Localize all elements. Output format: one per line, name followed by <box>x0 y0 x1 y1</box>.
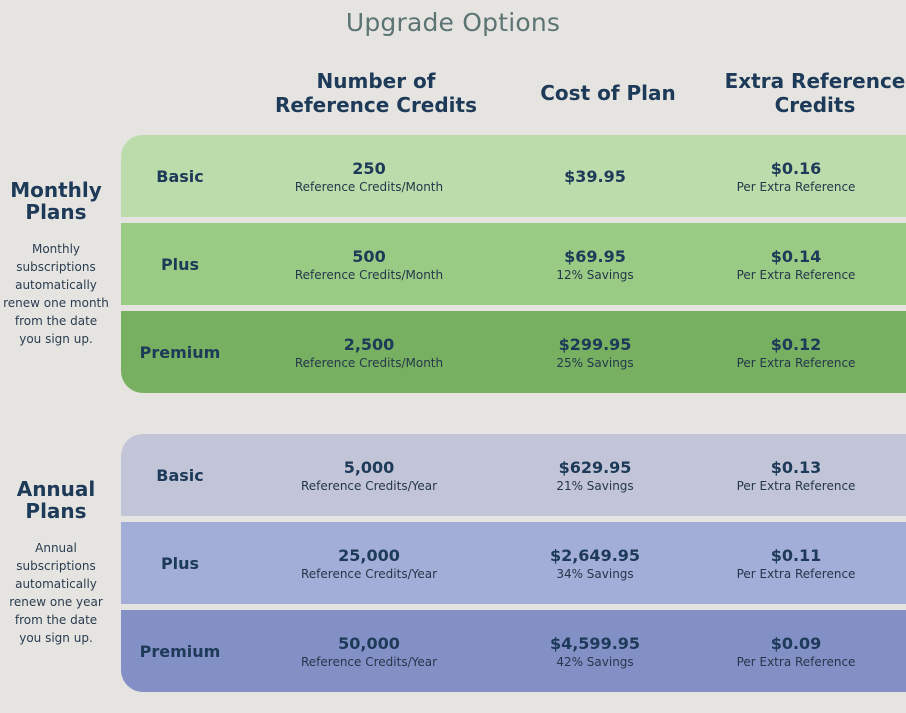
credits-unit: Reference Credits/Month <box>294 355 444 370</box>
credits-unit: Reference Credits/Month <box>294 179 444 194</box>
plan-row-monthly-plus[interactable]: Plus 500 Reference Credits/Month $69.95 … <box>121 223 906 305</box>
plan-row-annual-plus[interactable]: Plus 25,000 Reference Credits/Year $2,64… <box>121 522 906 604</box>
cost-value: $299.95 <box>558 334 632 354</box>
cost-cell: $299.95 25% Savings <box>525 311 665 393</box>
cost-cell: $4,599.95 42% Savings <box>525 610 665 692</box>
credits-unit: Reference Credits/Year <box>300 654 438 669</box>
plan-row-annual-premium[interactable]: Premium 50,000 Reference Credits/Year $4… <box>121 610 906 692</box>
extra-unit: Per Extra Reference <box>736 179 856 194</box>
credits-value: 5,000 <box>343 457 395 477</box>
cost-value: $39.95 <box>564 166 626 186</box>
credits-unit: Reference Credits/Year <box>300 566 438 581</box>
cost-cell: $2,649.95 34% Savings <box>525 522 665 604</box>
extra-value: $0.09 <box>770 633 822 653</box>
extra-value: $0.11 <box>770 545 822 565</box>
cost-cell: $39.95 <box>525 135 665 217</box>
cost-cell: $69.95 12% Savings <box>525 223 665 305</box>
credits-unit: Reference Credits/Year <box>300 478 438 493</box>
extra-value: $0.14 <box>770 246 822 266</box>
plan-label: Plus <box>160 553 200 573</box>
credits-cell: 500 Reference Credits/Month <box>251 223 487 305</box>
cost-value: $2,649.95 <box>549 545 641 565</box>
extra-unit: Per Extra Reference <box>736 478 856 493</box>
savings-text: 12% Savings <box>556 267 634 282</box>
savings-text: 21% Savings <box>556 478 634 493</box>
monthly-plans-description: Monthly subscriptions automatically rene… <box>3 242 109 346</box>
credits-cell: 250 Reference Credits/Month <box>251 135 487 217</box>
credits-value: 50,000 <box>338 633 400 653</box>
credits-value: 500 <box>352 246 386 266</box>
extra-value: $0.12 <box>770 334 822 354</box>
plan-row-annual-basic[interactable]: Basic 5,000 Reference Credits/Year $629.… <box>121 434 906 516</box>
extra-value: $0.16 <box>770 158 822 178</box>
plan-label: Plus <box>160 254 200 274</box>
extra-unit: Per Extra Reference <box>736 654 856 669</box>
extra-unit: Per Extra Reference <box>736 267 856 282</box>
extra-unit: Per Extra Reference <box>736 355 856 370</box>
extra-cell: $0.16 Per Extra Reference <box>711 135 881 217</box>
annual-plans-description: Annual subscriptions automatically renew… <box>9 541 103 645</box>
column-header-cost-of-plan: Cost of Plan <box>540 81 676 105</box>
extra-cell: $0.13 Per Extra Reference <box>711 434 881 516</box>
extra-cell: $0.11 Per Extra Reference <box>711 522 881 604</box>
extra-cell: $0.09 Per Extra Reference <box>711 610 881 692</box>
plan-label: Premium <box>139 641 221 661</box>
annual-plans-title: Annual Plans <box>16 477 96 523</box>
savings-text: 34% Savings <box>556 566 634 581</box>
plan-label: Basic <box>156 465 204 485</box>
extra-value: $0.13 <box>770 457 822 477</box>
credits-cell: 2,500 Reference Credits/Month <box>251 311 487 393</box>
cost-value: $629.95 <box>558 457 632 477</box>
plan-row-monthly-basic[interactable]: Basic 250 Reference Credits/Month $39.95… <box>121 135 906 217</box>
extra-cell: $0.14 Per Extra Reference <box>711 223 881 305</box>
cost-value: $69.95 <box>564 246 626 266</box>
plan-row-monthly-premium[interactable]: Premium 2,500 Reference Credits/Month $2… <box>121 311 906 393</box>
credits-cell: 50,000 Reference Credits/Year <box>251 610 487 692</box>
cost-cell: $629.95 21% Savings <box>525 434 665 516</box>
credits-value: 250 <box>352 158 386 178</box>
credits-unit: Reference Credits/Month <box>294 267 444 282</box>
plan-label: Basic <box>156 166 204 186</box>
credits-cell: 5,000 Reference Credits/Year <box>251 434 487 516</box>
cost-value: $4,599.95 <box>549 633 641 653</box>
savings-text: 25% Savings <box>556 355 634 370</box>
column-header-reference-credits: Number of Reference Credits <box>274 69 478 117</box>
page-title: Upgrade Options <box>345 8 561 37</box>
credits-cell: 25,000 Reference Credits/Year <box>251 522 487 604</box>
credits-value: 25,000 <box>338 545 400 565</box>
monthly-plans-title: Monthly Plans <box>10 178 102 224</box>
plan-label: Premium <box>139 342 221 362</box>
extra-cell: $0.12 Per Extra Reference <box>711 311 881 393</box>
column-header-extra-reference-credits: Extra Reference Credits <box>724 69 906 117</box>
credits-value: 2,500 <box>343 334 395 354</box>
savings-text: 42% Savings <box>556 654 634 669</box>
extra-unit: Per Extra Reference <box>736 566 856 581</box>
